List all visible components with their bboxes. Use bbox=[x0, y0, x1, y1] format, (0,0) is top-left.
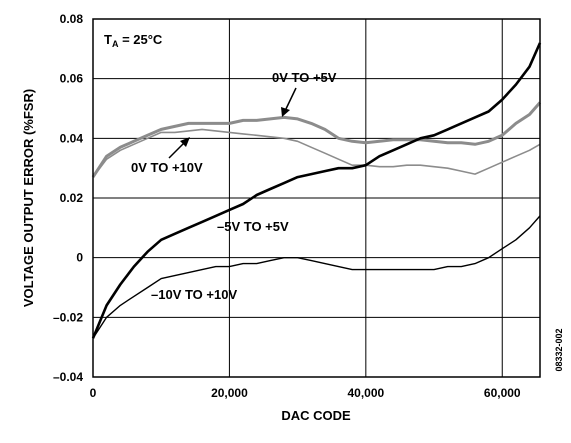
grid bbox=[93, 19, 540, 377]
label-m5-to-5v: –5V TO +5V bbox=[217, 219, 289, 234]
arrow-0-to-10v bbox=[168, 141, 186, 159]
y-tick-label: 0 bbox=[76, 251, 83, 265]
y-tick-label: 0.08 bbox=[60, 12, 84, 26]
y-tick-label: –0.02 bbox=[53, 310, 83, 324]
x-axis-label: DAC CODE bbox=[281, 408, 351, 423]
y-axis-label: VOLTAGE OUTPUT ERROR (%FSR) bbox=[21, 89, 36, 307]
ta-rest: = 25°C bbox=[118, 32, 162, 47]
temperature-annotation: TA = 25°C bbox=[104, 32, 163, 49]
y-tick-label: 0.04 bbox=[60, 131, 84, 145]
figure-id: 08332-002 bbox=[554, 328, 564, 371]
arrowhead-0-to-10v bbox=[180, 137, 190, 147]
x-tick-label: 0 bbox=[90, 386, 97, 400]
y-tick-label: 0.06 bbox=[60, 72, 84, 86]
ta-main: T bbox=[104, 32, 112, 47]
label-0-to-10v: 0V TO +10V bbox=[131, 160, 203, 175]
x-tick-label: 40,000 bbox=[347, 386, 384, 400]
y-tick-label: –0.04 bbox=[53, 370, 83, 384]
x-tick-label: 60,000 bbox=[484, 386, 521, 400]
series-line-1 bbox=[92, 128, 541, 178]
y-tick-labels: –0.04 –0.02 0 0.02 0.04 0.06 0.08 bbox=[53, 12, 83, 384]
x-tick-label: 20,000 bbox=[211, 386, 248, 400]
ta-sub: A bbox=[112, 39, 119, 49]
label-0-to-5v: 0V TO +5V bbox=[272, 70, 337, 85]
y-tick-label: 0.02 bbox=[60, 191, 84, 205]
series-group bbox=[91, 42, 542, 339]
series-line-2 bbox=[91, 42, 542, 339]
series-line-0 bbox=[91, 101, 542, 178]
x-tick-labels: 0 20,000 40,000 60,000 bbox=[90, 386, 521, 400]
series-line-3 bbox=[92, 215, 541, 339]
arrow-0-to-5v bbox=[284, 87, 297, 112]
label-m10-to-10v: –10V TO +10V bbox=[151, 287, 237, 302]
plot-frame bbox=[92, 18, 541, 378]
arrowhead-0-to-5v bbox=[281, 107, 290, 117]
